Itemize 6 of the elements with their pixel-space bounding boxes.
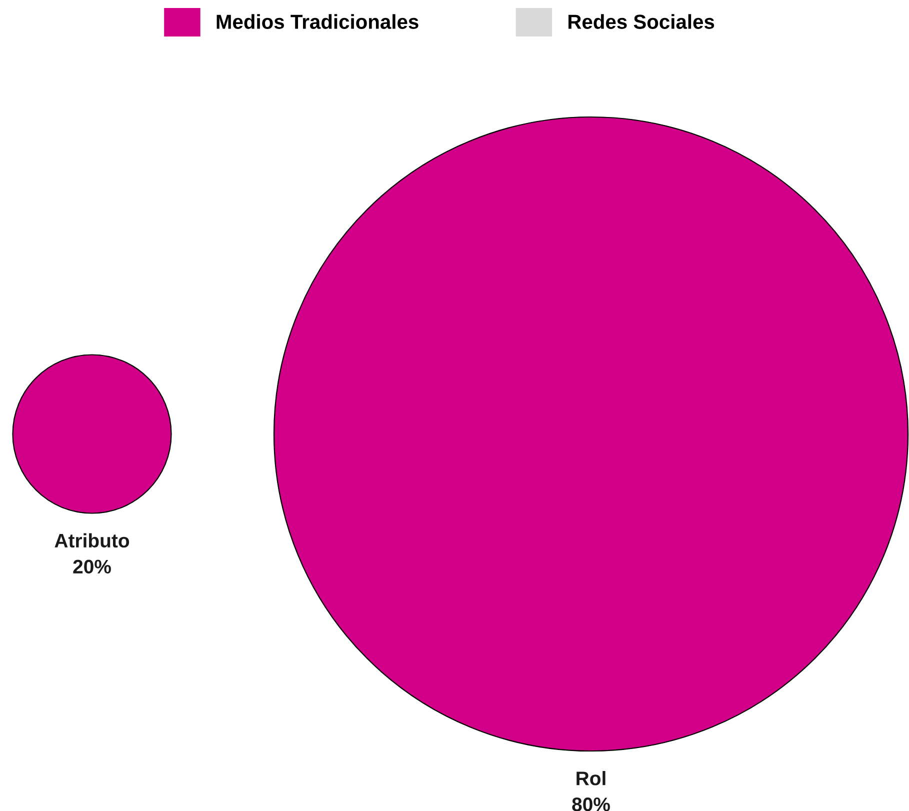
legend-label: Redes Sociales (568, 14, 714, 29)
legend-label: Medios Tradicionales (216, 14, 418, 29)
category-label: Rol (576, 771, 606, 786)
data-label: 20% (73, 560, 111, 574)
data-label: 80% (572, 798, 610, 811)
category-label: Atributo (54, 533, 130, 548)
